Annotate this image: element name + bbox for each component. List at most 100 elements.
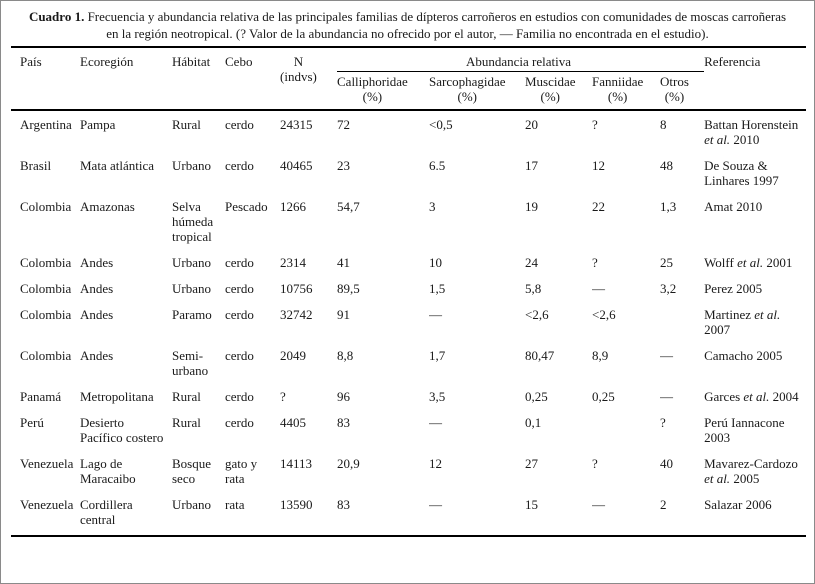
ref-year: 2007 bbox=[704, 322, 731, 337]
ref-etal: et al. bbox=[754, 307, 781, 322]
cell-muscidae: 80,47 bbox=[525, 348, 555, 363]
cell-sarcophagidae: <0,5 bbox=[429, 109, 525, 155]
cell-n: 32742 bbox=[280, 307, 313, 322]
calliphoridae-unit: (%) bbox=[362, 89, 383, 104]
ref-text: Salazar 2006 bbox=[704, 497, 772, 512]
ref-text: Camacho 2005 bbox=[704, 348, 783, 363]
cell-pais: Colombia bbox=[20, 255, 72, 270]
cell-referencia: Amat 2010 bbox=[704, 196, 806, 252]
cell-referencia: Perú Iannacone 2003 bbox=[704, 412, 806, 453]
cell-ecoregion: Andes bbox=[80, 281, 114, 296]
cell-pais: Brasil bbox=[20, 158, 52, 173]
table-caption-label: Cuadro 1. bbox=[28, 9, 85, 24]
table-row: Colombia Andes Urbano cerdo 10756 89,5 1… bbox=[11, 278, 806, 304]
ref-text: Perú Iannacone 2003 bbox=[704, 415, 785, 445]
muscidae-name: Muscidae bbox=[525, 74, 576, 89]
ref-year: 2001 bbox=[763, 255, 793, 270]
cell-cebo: gato y rata bbox=[225, 456, 258, 486]
cell-habitat: Rural bbox=[172, 415, 201, 430]
cell-pais: Colombia bbox=[20, 307, 72, 322]
cell-pais: Argentina bbox=[11, 109, 80, 155]
ref-text: Perez 2005 bbox=[704, 281, 763, 296]
col-header-fanniidae: Fanniidae (%) bbox=[592, 72, 660, 111]
cell-muscidae: 17 bbox=[525, 158, 538, 173]
cell-fanniidae: — bbox=[592, 497, 605, 512]
ref-etal: et al. bbox=[704, 132, 731, 147]
otros-unit: (%) bbox=[664, 89, 685, 104]
cell-pais: Colombia bbox=[20, 348, 72, 363]
cell-fanniidae: ? bbox=[592, 109, 660, 155]
col-header-otros: Otros (%) bbox=[660, 72, 704, 111]
cell-n: 2049 bbox=[280, 348, 306, 363]
n-header-symbol: N bbox=[293, 54, 304, 69]
cell-habitat: Bosque seco bbox=[172, 456, 211, 486]
cell-habitat: Paramo bbox=[172, 307, 212, 322]
cell-calliphoridae: 41 bbox=[337, 255, 350, 270]
table-row: Argentina Pampa Rural cerdo 24315 72 <0,… bbox=[11, 109, 807, 155]
cell-fanniidae: 12 bbox=[592, 158, 605, 173]
ref-text: Amat 2010 bbox=[704, 199, 763, 214]
table-row: Venezuela Cordillera central Urbano rata… bbox=[11, 494, 806, 536]
cell-n: 10756 bbox=[280, 281, 313, 296]
n-header-stack: N (indvs) bbox=[280, 54, 317, 84]
table-row: Colombia Andes Paramo cerdo 32742 91 — <… bbox=[11, 304, 806, 345]
cell-n: ? bbox=[280, 389, 286, 404]
cell-muscidae: 15 bbox=[525, 497, 538, 512]
table-row: Venezuela Lago de Maracaibo Bosque seco … bbox=[11, 453, 806, 494]
fanniidae-stack: Fanniidae (%) bbox=[592, 74, 643, 104]
col-header-ecoregion: Ecoregión bbox=[80, 54, 134, 69]
cell-pais: Venezuela bbox=[20, 497, 74, 512]
cell-cebo: cerdo bbox=[225, 348, 254, 363]
cell-referencia: Battan Horenstein et al. 2010 bbox=[704, 109, 807, 155]
cell-calliphoridae: 89,5 bbox=[337, 281, 360, 296]
cell-cebo: cerdo bbox=[225, 307, 254, 322]
cell-muscidae: 0,1 bbox=[525, 415, 542, 430]
cell-otros: — bbox=[660, 348, 673, 363]
cell-ecoregion: Pampa bbox=[80, 109, 172, 155]
cell-muscidae: 19 bbox=[525, 199, 538, 214]
cell-habitat: Semi-urbano bbox=[172, 348, 209, 378]
cell-muscidae: 5,8 bbox=[525, 281, 542, 296]
col-header-habitat: Hábitat bbox=[172, 54, 211, 69]
ref-text: Wolff bbox=[704, 255, 738, 270]
table-row: Colombia Andes Urbano cerdo 2314 41 10 2… bbox=[11, 252, 806, 278]
header-row-families: Calliphoridae (%) Sarcophagidae (%) Muscid… bbox=[11, 72, 806, 111]
cell-habitat: Urbano bbox=[172, 281, 211, 296]
cell-ecoregion: Mata atlántica bbox=[80, 158, 154, 173]
cell-fanniidae: 22 bbox=[592, 199, 605, 214]
cell-sarcophagidae: 12 bbox=[429, 456, 442, 471]
fanniidae-name: Fanniidae bbox=[592, 74, 644, 89]
sarcophagidae-name: Sarcophagidae bbox=[429, 74, 506, 89]
cell-otros bbox=[660, 304, 704, 345]
cell-muscidae: <2,6 bbox=[525, 307, 549, 322]
cell-sarcophagidae: 1,5 bbox=[429, 281, 446, 296]
cell-otros: 8 bbox=[660, 109, 705, 155]
cell-habitat: Urbano bbox=[172, 255, 211, 270]
cell-calliphoridae: 83 bbox=[337, 497, 350, 512]
cell-ecoregion: Desierto Pacífico costero bbox=[80, 415, 164, 445]
cell-muscidae: 24 bbox=[525, 255, 538, 270]
ref-year: 2005 bbox=[730, 471, 760, 486]
cell-n: 13590 bbox=[280, 497, 313, 512]
cell-referencia: Garces et al. 2004 bbox=[704, 386, 806, 412]
calliphoridae-name: Calliphoridae bbox=[337, 74, 408, 89]
muscidae-unit: (%) bbox=[540, 89, 561, 104]
cell-referencia: Wolff et al. 2001 bbox=[704, 252, 806, 278]
cell-ecoregion: Lago de Maracaibo bbox=[80, 456, 136, 486]
cell-n: 14113 bbox=[280, 456, 313, 471]
otros-name: Otros bbox=[660, 74, 689, 89]
cell-fanniidae bbox=[592, 412, 660, 453]
col-header-calliphoridae: Calliphoridae (%) bbox=[337, 72, 429, 111]
col-header-cebo: Cebo bbox=[225, 54, 253, 69]
cell-sarcophagidae: 3,5 bbox=[429, 389, 446, 404]
ref-text: Martinez bbox=[704, 307, 755, 322]
cell-calliphoridae: 8,8 bbox=[337, 348, 354, 363]
cell-otros: 48 bbox=[660, 158, 673, 173]
cell-muscidae: 20 bbox=[525, 109, 592, 155]
cell-referencia: De Souza & Linhares 1997 bbox=[704, 155, 806, 196]
cell-calliphoridae: 91 bbox=[337, 307, 350, 322]
cell-fanniidae: 0,25 bbox=[592, 389, 615, 404]
cell-cebo: cerdo bbox=[225, 109, 280, 155]
ref-etal: et al. bbox=[743, 389, 770, 404]
